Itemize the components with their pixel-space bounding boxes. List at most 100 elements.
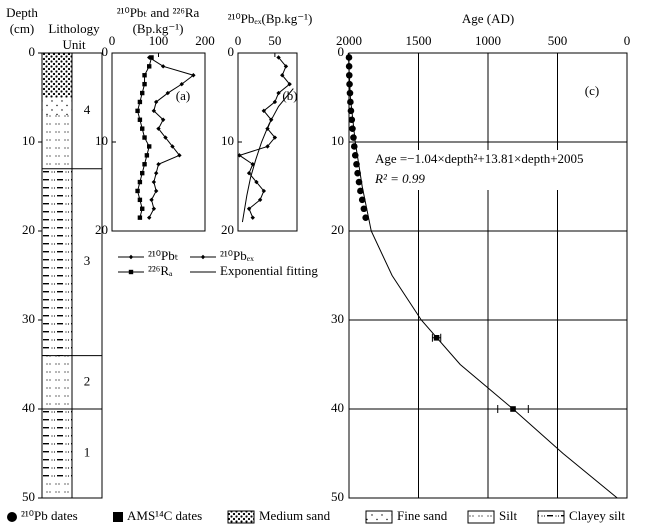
pb-date-point [349, 125, 356, 132]
fit-curve [347, 52, 618, 499]
pb-date-point [347, 107, 355, 115]
y-tick-label: 30 [331, 311, 344, 326]
data-point [254, 179, 259, 185]
ams-date-point [510, 406, 516, 412]
panel-title: (Bp.kg⁻¹) [133, 21, 184, 36]
lithology-layer [42, 355, 72, 409]
legend-swatch [537, 510, 565, 524]
pb-date-point [357, 187, 364, 195]
data-point [142, 73, 147, 78]
pb-date-point [354, 169, 361, 177]
y-tick-label: 50 [22, 489, 35, 504]
legend-symbol [113, 512, 123, 522]
pb-date-point [347, 98, 354, 106]
lithology-layer [42, 53, 72, 98]
data-point [156, 126, 161, 131]
pb-date-point [348, 116, 356, 124]
data-point [135, 108, 140, 114]
data-point [147, 144, 152, 149]
x-tick-label: 0 [624, 33, 631, 48]
x-tick-label: 500 [548, 33, 568, 48]
panel-annotation: (c) [585, 83, 599, 98]
data-point [272, 99, 278, 105]
data-point [283, 64, 289, 69]
pb-date-point [345, 63, 353, 70]
y-tick-label: 10 [331, 133, 344, 148]
data-point [137, 215, 143, 220]
data-point [246, 206, 252, 211]
data-point [137, 117, 143, 122]
legend-symbol [7, 512, 17, 522]
data-point [276, 90, 281, 96]
data-point [151, 179, 157, 185]
data-point [156, 162, 161, 167]
pb-date-point [345, 54, 353, 61]
pb-date-point [350, 134, 357, 141]
y-tick-label: 40 [331, 400, 344, 415]
legend-label: ²²⁶Rₐ [148, 263, 173, 278]
x-tick-label: 1000 [475, 33, 501, 48]
data-point [261, 188, 267, 194]
data-point [153, 99, 159, 105]
unit-label: 4 [84, 102, 91, 117]
data-point [153, 170, 159, 176]
data-point [151, 108, 157, 114]
legend-swatch [365, 510, 393, 524]
x-tick-label: 2000 [336, 33, 362, 48]
legend-label: Silt [499, 508, 517, 523]
y-tick-label: 0 [228, 44, 235, 59]
data-point [142, 135, 147, 140]
legend-label: Exponential fitting [220, 263, 318, 278]
data-point [140, 206, 145, 211]
y-tick-label: 10 [22, 133, 35, 148]
data-point [257, 197, 263, 203]
pb-date-point [351, 152, 359, 159]
data-point [261, 108, 267, 114]
data-point [135, 188, 140, 194]
data-point [265, 144, 270, 149]
y-tick-label: 0 [29, 44, 36, 59]
data-point [160, 117, 166, 122]
data-point [153, 188, 159, 194]
pb-date-point [360, 205, 368, 213]
panel-annotation: (b) [282, 88, 297, 103]
data-point [165, 90, 170, 96]
series-line [241, 88, 294, 223]
legend-label: Medium sand [259, 508, 331, 523]
ams-date-point [433, 335, 440, 341]
equation: Age =−1.04×depth²+13.81×depth+2005 [375, 151, 584, 166]
legend-label: Clayey silt [569, 508, 625, 523]
data-point [140, 126, 145, 131]
data-point [137, 99, 143, 105]
panel-annotation: (a) [176, 88, 190, 103]
lithology-layer [42, 115, 72, 169]
lithology-layer [42, 480, 72, 498]
depth-axis-label: (cm) [10, 21, 35, 36]
data-point [246, 170, 252, 176]
unit-label: 2 [84, 373, 91, 388]
x-tick-label: 50 [268, 33, 281, 48]
data-point [149, 197, 154, 203]
y-tick-label: 40 [22, 400, 35, 415]
lithology-layer [42, 168, 72, 356]
series-line [148, 57, 195, 218]
data-point [276, 55, 281, 60]
legend-swatch [467, 510, 495, 524]
x-tick-label: 0 [109, 33, 116, 48]
data-point [280, 73, 285, 78]
y-tick-label: 20 [221, 222, 234, 237]
legend-marker [128, 269, 134, 275]
unit-label: 3 [84, 253, 91, 268]
y-tick-label: 0 [338, 44, 345, 59]
legend-label: Fine sand [397, 508, 448, 523]
pb-date-point [350, 143, 358, 150]
lithology-title: Unit [62, 37, 86, 52]
data-point [272, 135, 278, 140]
data-point [250, 162, 255, 167]
data-point [191, 73, 196, 78]
lithology-title: Lithology [48, 21, 100, 36]
data-point [137, 197, 143, 203]
equation-bg [372, 150, 618, 190]
